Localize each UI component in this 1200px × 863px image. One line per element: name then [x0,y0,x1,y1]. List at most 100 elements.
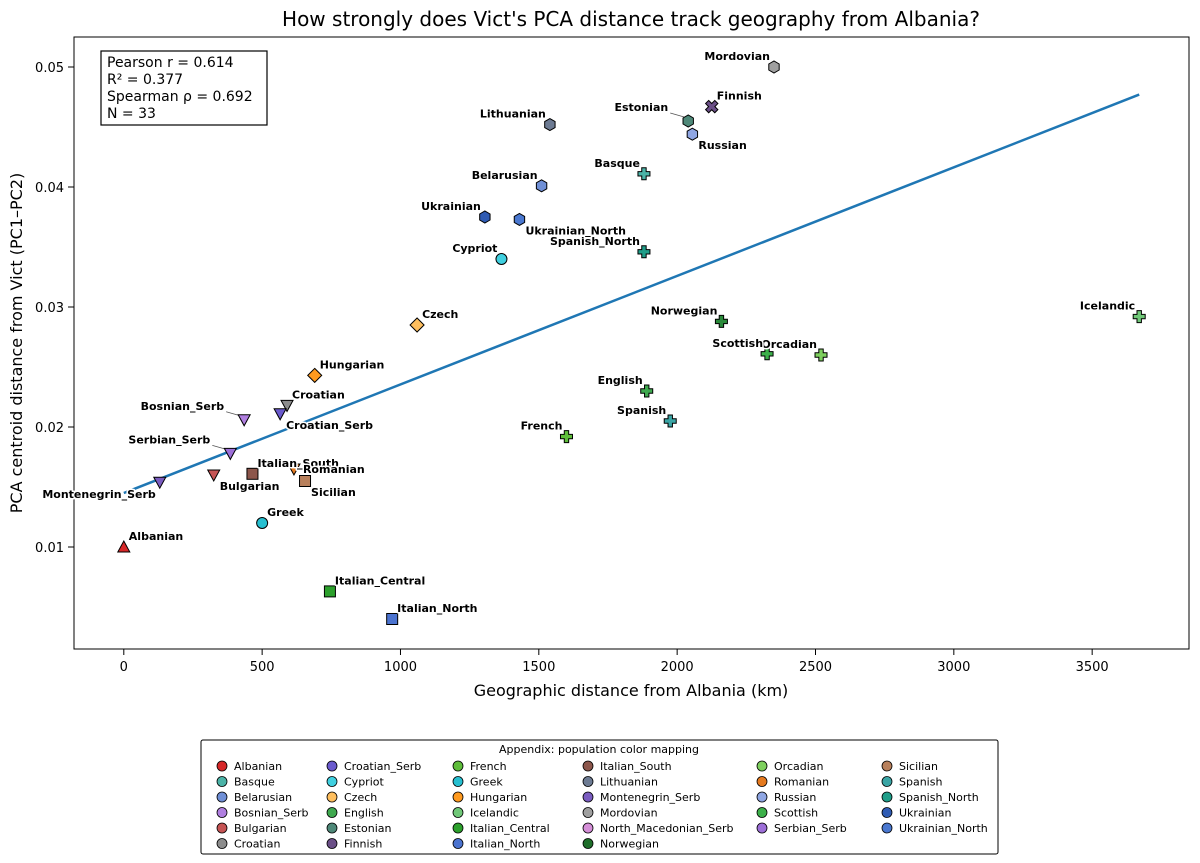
x-tick-label: 2000 [661,660,694,675]
legend-swatch-lithuanian [582,776,594,787]
label-mordovian: Mordovian [704,50,770,63]
legend-label-icelandic: Icelandic [470,807,519,820]
leader-line [670,112,685,118]
x-tick-label: 2500 [799,660,832,675]
legend-swatch-french [452,760,464,772]
legend-label-albanian: Albanian [234,760,282,773]
legend-label-sicilian: Sicilian [899,760,938,773]
legend-swatch-bulgarian [216,822,228,834]
legend-label-lithuanian: Lithuanian [600,776,658,789]
point-czech [409,317,425,333]
point-orcadian [814,348,828,362]
legend-label-spanish: Spanish [899,776,942,789]
legend-label-scottish: Scottish [774,807,818,820]
legend-label-belarusian: Belarusian [234,791,292,804]
point-bulgarian [206,469,221,483]
label-montenegrin-serb: Montenegrin_Serb [42,488,156,501]
legend-swatch-cypriot [326,776,338,787]
point-norwegian [714,314,728,328]
point-albanian [116,539,131,553]
label-russian: Russian [698,139,746,152]
chart-title: How strongly does Vict's PCA distance tr… [282,7,980,31]
point-croatian [280,399,294,413]
x-tick-label: 500 [250,660,275,675]
label-albanian: Albanian [129,530,183,543]
label-croatian-serb: Croatian_Serb [286,419,373,432]
legend-swatch-serbian-serb [756,822,768,834]
legend-label-english: English [344,807,384,820]
legend-swatch-norwegian [582,838,594,849]
point-serbian-serb [223,447,238,461]
legend-swatch-estonian [326,822,338,834]
label-bulgarian: Bulgarian [220,480,280,493]
x-axis-label: Geographic distance from Albania (km) [474,681,789,700]
point-greek [256,517,269,529]
label-ukrainian-north: Ukrainian_North [525,224,626,237]
point-romanian [287,463,301,477]
label-scottish: Scottish [712,337,763,350]
legend-label-hungarian: Hungarian [470,791,527,804]
label-cypriot: Cypriot [452,242,497,255]
label-bosnian-serb: Bosnian_Serb [141,400,225,413]
y-axis-label: PCA centroid distance from Vict (PC1–PC2… [7,173,26,514]
legend-title: Appendix: population color mapping [499,743,699,756]
legend-label-ukrainian: Ukrainian [899,807,952,820]
legend-swatch-english [326,807,338,818]
label-norwegian: Norwegian [651,304,718,317]
y-tick-label: 0.04 [35,181,64,196]
point-ukrainian-north [513,212,526,226]
legend-frame [200,739,999,855]
point-italian-central [323,585,336,598]
legend-swatch-spanish [881,776,893,787]
x-tick-label: 1500 [522,660,555,675]
data-points [116,60,1146,625]
legend-label-bosnian-serb: Bosnian_Serb [234,807,309,820]
label-ukrainian: Ukrainian [421,200,481,213]
label-croatian: Croatian [292,388,345,401]
data-labels: Albanian Basque Belarusian Bosnian_Serb Bulg… [41,49,1137,617]
legend-swatch-mordovian [582,807,594,818]
legend-swatch-italian-north [452,838,464,849]
x-tick-label: 0 [120,660,128,675]
legend-label-mordovian: Mordovian [600,807,658,820]
point-hungarian [307,367,323,384]
legend-swatch-basque [216,776,228,787]
plot-frame [73,36,1190,650]
legend-label-italian-north: Italian_North [470,838,540,851]
legend-swatch-hungarian [452,791,464,803]
legend-label-montenegrin-serb: Montenegrin_Serb [600,791,700,804]
legend-label-russian: Russian [774,791,816,804]
legend-label-bulgarian: Bulgarian [234,822,287,835]
point-cypriot [495,253,508,265]
label-basque: Basque [594,157,640,170]
legend: Appendix: population color mapping Alban… [200,739,999,855]
legend-swatch-sicilian [881,760,893,772]
legend-swatch-north-macedonian-serb [582,822,594,834]
stat-n: N = 33 [107,106,156,122]
regression-line [123,93,1140,495]
legend-label-italian-central: Italian_Central [470,822,550,835]
legend-label-croatian-serb: Croatian_Serb [344,760,421,773]
x-axis-ticks: 0 500 1000 1500 2000 2500 3000 3500 [120,649,1109,675]
legend-label-italian-south: Italian_South [600,760,672,773]
legend-label-orcadian: Orcadian [774,760,824,773]
y-tick-label: 0.05 [35,61,64,76]
legend-label-finnish: Finnish [344,838,382,851]
legend-label-cypriot: Cypriot [344,776,384,789]
legend-swatch-czech [326,791,338,803]
y-tick-label: 0.02 [35,421,64,436]
legend-swatch-croatian [216,838,228,849]
label-estonian: Estonian [614,101,668,114]
point-scottish [760,347,774,361]
stats-box: Pearson r = 0.614 R² = 0.377 Spearman ρ … [100,50,268,126]
legend-label-estonian: Estonian [344,822,391,835]
legend-swatch-finnish [326,838,338,849]
point-french [559,430,573,444]
legend-label-croatian: Croatian [234,838,281,851]
y-axis-ticks: 0.01 0.02 0.03 0.04 0.05 [35,61,74,556]
label-icelandic: Icelandic [1080,300,1135,313]
legend-entries: Albanian Basque Belarusian Bosnian_Serb Bulg… [216,760,988,851]
legend-swatch-russian [756,791,768,803]
y-tick-label: 0.01 [35,541,64,556]
